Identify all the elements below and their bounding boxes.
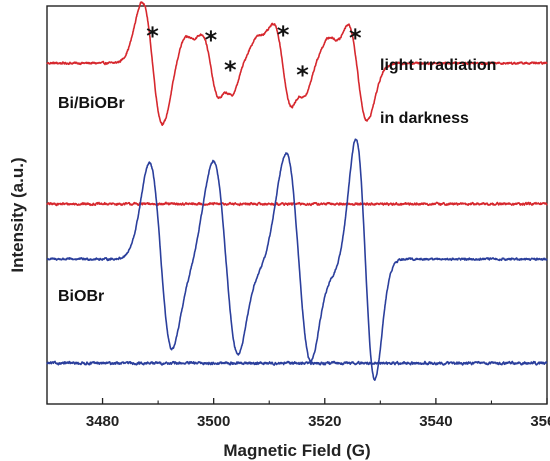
x-tick-label-3480: 3480 xyxy=(86,413,119,430)
series-bi-biobr-in-darkness xyxy=(46,201,548,207)
peak-marker-star: * xyxy=(296,61,309,89)
peak-marker-star: * xyxy=(224,56,237,84)
annotations: light irradiation in darkness Bi/BiOBr B… xyxy=(58,21,496,305)
series-bi-biobr-light-irradiation xyxy=(46,1,548,127)
x-axis-title: Magnetic Field (G) xyxy=(223,441,370,460)
peak-marker-star: * xyxy=(205,26,218,54)
annotation-in-darkness: in darkness xyxy=(380,110,469,127)
x-axis: 3480 3500 3520 3540 3560 xyxy=(46,398,550,430)
x-tick-label-3500: 3500 xyxy=(197,413,230,430)
series-biobr-in-darkness xyxy=(46,360,548,366)
sample-label-bi-biobr: Bi/BiOBr xyxy=(58,95,125,112)
peak-marker-star: * xyxy=(277,21,290,49)
sample-label-biobr: BiOBr xyxy=(58,288,104,305)
peak-marker-star: * xyxy=(146,22,159,50)
x-tick-label-3520: 3520 xyxy=(308,413,341,430)
peak-marker-star: * xyxy=(349,24,362,52)
x-tick-label-3560: 3560 xyxy=(530,413,550,430)
annotation-light-irradiation: light irradiation xyxy=(380,57,496,74)
y-axis-title: Intensity (a.u.) xyxy=(8,157,27,272)
x-tick-label-3540: 3540 xyxy=(419,413,452,430)
series-layer xyxy=(46,1,548,381)
series-biobr-light-irradiation xyxy=(46,138,548,381)
